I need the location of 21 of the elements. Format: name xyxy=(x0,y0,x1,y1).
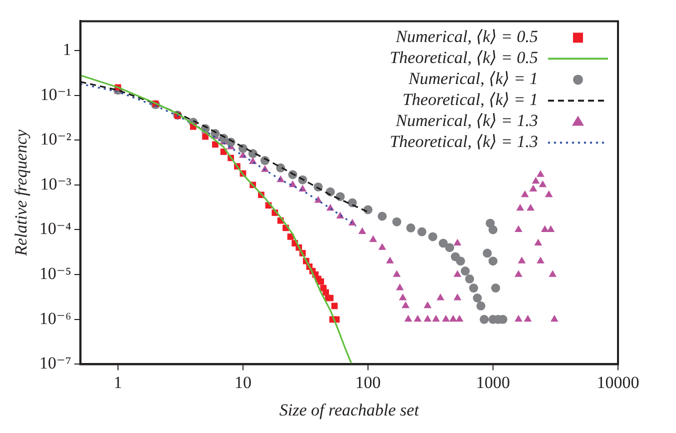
x-axis-title: Size of reachable set xyxy=(279,400,420,420)
y-tick-label: 10⁻³ xyxy=(40,174,72,194)
y-tick-label: 10⁻⁴ xyxy=(39,219,72,238)
legend-label: Theoretical, ⟨k⟩ = 1.3 xyxy=(390,132,538,152)
y-tick-label: 10⁻⁵ xyxy=(39,264,72,284)
x-tick-label: 1 xyxy=(114,372,122,392)
y-tick-label: 10⁻⁶ xyxy=(39,308,72,328)
legend-label: Numerical, ⟨k⟩ = 1.3 xyxy=(394,111,538,130)
legend-label: Theoretical, ⟨k⟩ = 0.5 xyxy=(390,48,538,68)
x-tick-label: 10 xyxy=(234,372,252,392)
y-tick-label: 10⁻⁷ xyxy=(39,354,72,373)
y-tick-label: 10⁻² xyxy=(40,130,72,149)
x-tick-label: 10000 xyxy=(596,372,640,392)
legend-label: Theoretical, ⟨k⟩ = 1 xyxy=(402,90,538,110)
legend-label: Numerical, ⟨k⟩ = 1 xyxy=(407,69,538,88)
y-axis-title: Relative frequency xyxy=(12,129,31,257)
legend-label: Numerical, ⟨k⟩ = 0.5 xyxy=(394,27,538,46)
y-tick-label: 1 xyxy=(62,40,72,59)
x-tick-label: 1000 xyxy=(476,372,510,392)
y-tick-label: 10⁻¹ xyxy=(40,84,72,104)
x-tick-label: 100 xyxy=(355,372,381,392)
